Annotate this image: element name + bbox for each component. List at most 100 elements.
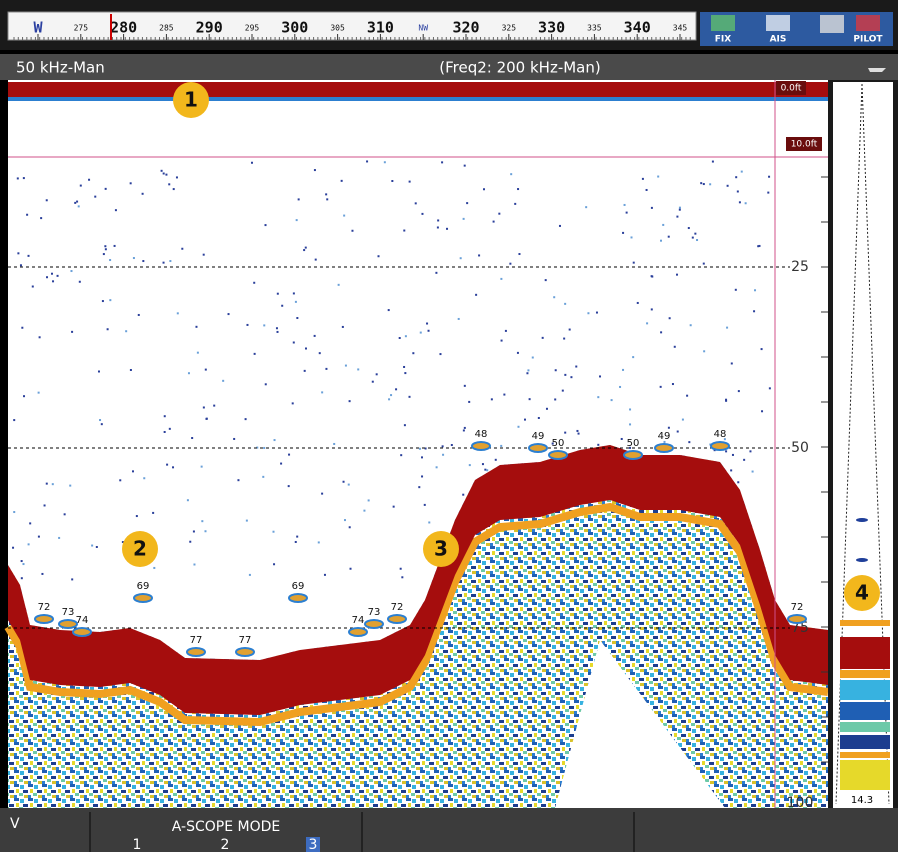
fish-echo (624, 451, 642, 459)
water-speckle (164, 415, 166, 417)
water-speckle (418, 486, 420, 488)
mode-title[interactable]: A-SCOPE MODE (172, 819, 280, 835)
fish-echo (472, 442, 490, 450)
water-speckle (735, 176, 737, 178)
mode-option[interactable]: 3 (309, 837, 318, 852)
water-speckle (366, 160, 368, 162)
mode-option[interactable]: 1 (133, 837, 142, 852)
fish-depth: 69 (137, 581, 150, 592)
water-speckle (237, 479, 239, 481)
water-speckle (642, 178, 644, 180)
water-speckle (321, 493, 323, 495)
water-speckle (555, 369, 557, 371)
water-speckle (296, 317, 298, 319)
fish-depth: 77 (239, 635, 252, 646)
fish-depth: 48 (714, 429, 727, 440)
water-speckle (276, 327, 278, 329)
water-speckle (441, 161, 443, 163)
water-speckle (585, 206, 587, 208)
water-speckle (39, 336, 41, 338)
water-speckle (38, 536, 40, 538)
compass-label: 325 (502, 24, 517, 33)
water-speckle (575, 366, 577, 368)
water-speckle (193, 530, 195, 532)
water-speckle (737, 190, 739, 192)
a-scope-echo (856, 558, 868, 562)
water-speckle (619, 386, 621, 388)
fish-echo (289, 594, 307, 602)
water-speckle (21, 577, 23, 579)
compass-label: 275 (74, 24, 89, 33)
a-scope-bar (840, 760, 890, 790)
fish-echo (134, 594, 152, 602)
water-speckle (98, 370, 100, 372)
water-speckle (305, 348, 307, 350)
water-speckle (181, 248, 183, 250)
water-speckle (725, 400, 727, 402)
water-speckle (700, 182, 702, 184)
water-speckle (633, 262, 635, 264)
water-speckle (626, 212, 628, 214)
water-speckle (517, 352, 519, 354)
top-marker: 0.0ft (781, 84, 802, 94)
fish-echo (236, 648, 254, 656)
compass-label: 295 (245, 24, 260, 33)
water-speckle (99, 419, 101, 421)
water-speckle (101, 423, 103, 425)
water-speckle (172, 466, 174, 468)
mode-option[interactable]: 2 (221, 837, 230, 852)
water-speckle (94, 196, 96, 198)
water-speckle (646, 322, 648, 324)
water-speckle (518, 253, 520, 255)
water-speckle (168, 183, 170, 185)
status-icon (856, 15, 880, 31)
fish-depth: 50 (627, 438, 640, 449)
water-speckle (130, 369, 132, 371)
water-speckle (424, 504, 426, 506)
water-speckle (486, 469, 488, 471)
water-speckle (213, 405, 215, 407)
water-speckle (569, 329, 571, 331)
water-speckle (524, 419, 526, 421)
water-speckle (538, 417, 540, 419)
fish-echo (35, 615, 53, 623)
water-speckle (315, 259, 317, 261)
water-speckle (629, 423, 631, 425)
water-speckle (730, 469, 732, 471)
water-speckle (409, 396, 411, 398)
water-speckle (304, 370, 306, 372)
water-speckle (464, 165, 466, 167)
water-speckle (596, 312, 598, 314)
water-speckle (442, 445, 444, 447)
water-speckle (527, 369, 529, 371)
water-speckle (363, 510, 365, 512)
water-speckle (400, 568, 402, 570)
water-speckle (468, 401, 470, 403)
water-speckle (758, 245, 760, 247)
water-speckle (384, 161, 386, 163)
water-speckle (319, 352, 321, 354)
water-speckle (104, 245, 106, 247)
water-speckle (501, 340, 503, 342)
water-speckle (498, 213, 500, 215)
water-speckle (390, 394, 392, 396)
water-speckle (91, 545, 93, 547)
water-speckle (732, 454, 734, 456)
water-speckle (404, 372, 406, 374)
water-speckle (682, 419, 684, 421)
water-speckle (165, 174, 167, 176)
water-speckle (201, 466, 203, 468)
fish-echo (655, 444, 673, 452)
water-speckle (296, 219, 298, 221)
fish-depth: 74 (76, 615, 89, 626)
water-speckle (505, 330, 507, 332)
water-speckle (17, 177, 19, 179)
water-speckle (754, 289, 756, 291)
water-speckle (690, 324, 692, 326)
water-speckle (437, 226, 439, 228)
water-speckle (703, 350, 705, 352)
water-speckle (769, 387, 771, 389)
water-speckle (70, 270, 72, 272)
fish-depth: 69 (292, 581, 305, 592)
depth-label: 25 (791, 259, 809, 275)
